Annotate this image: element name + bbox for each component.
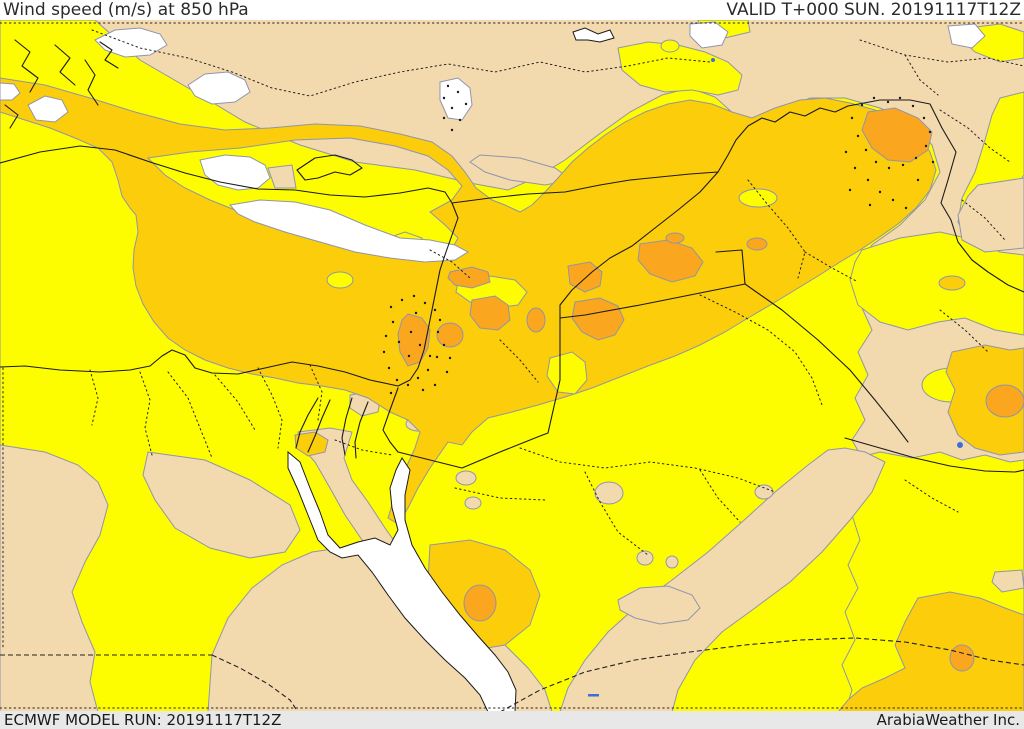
calm-white-regions xyxy=(0,21,986,712)
footer-bar: ECMWF MODEL RUN: 20191117T12Z ArabiaWeat… xyxy=(0,711,1024,729)
orange-regions xyxy=(397,107,1024,672)
provider-label: ArabiaWeather Inc. xyxy=(876,711,1020,729)
valid-time-label: VALID T+000 SUN. 20191117T12Z xyxy=(726,0,1021,20)
coastlines-borders xyxy=(0,39,1024,473)
map-title: Wind speed (m/s) at 850 hPa xyxy=(3,0,249,20)
admin-boundaries xyxy=(0,22,1024,712)
header-bar: Wind speed (m/s) at 850 hPa VALID T+000 … xyxy=(0,0,1024,20)
lakes xyxy=(572,27,963,697)
stipple-dots xyxy=(382,84,935,395)
model-run-label: ECMWF MODEL RUN: 20191117T12Z xyxy=(4,711,282,729)
